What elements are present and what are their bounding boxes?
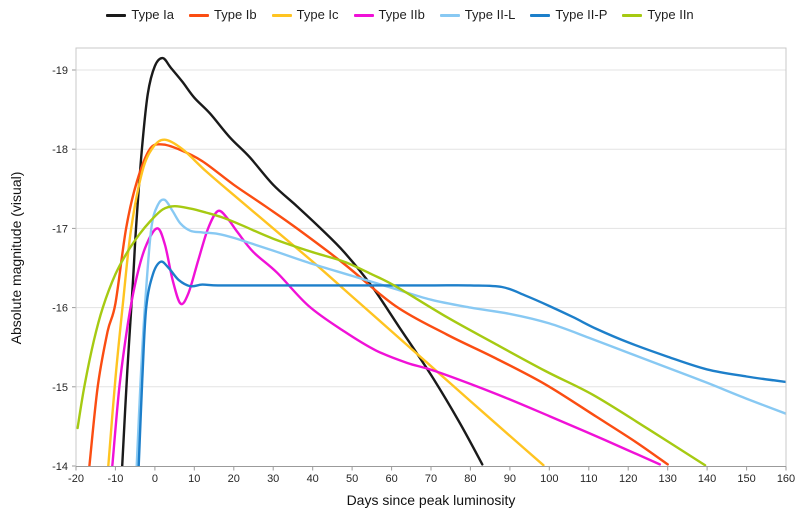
- x-axis-title: Days since peak luminosity: [346, 492, 516, 508]
- x-tick-label: 90: [504, 473, 516, 485]
- legend-swatch-icon: [353, 13, 374, 17]
- legend-swatch-icon: [106, 13, 127, 17]
- legend-item-type-ic: Type Ic: [271, 6, 339, 24]
- legend-label: Type IIb: [378, 7, 425, 22]
- legend-label: Type II-P: [555, 7, 608, 22]
- y-tick-label: -19: [52, 65, 68, 77]
- legend-item-type-ii-p: Type II-P: [530, 6, 607, 24]
- x-tick-label: 120: [619, 473, 637, 485]
- x-tick-label: 0: [152, 473, 158, 485]
- chart-legend: Type Ia Type Ib Type Ic Type IIb Type II-L Ty…: [0, 4, 800, 26]
- series-line-type-iin: [76, 204, 707, 467]
- x-tick-label: 140: [698, 473, 716, 485]
- y-tick-label: -14: [52, 461, 68, 473]
- y-tick-label: -16: [52, 303, 68, 315]
- series-line-type-ib: [88, 143, 669, 467]
- legend-swatch-icon: [622, 13, 643, 17]
- y-tick-label: -17: [52, 223, 68, 235]
- y-axis-title: Absolute magnitude (visual): [8, 171, 24, 345]
- series-line-type-ii-p: [137, 260, 786, 467]
- x-tick-label: 10: [188, 473, 200, 485]
- x-tick-label: 110: [580, 473, 598, 485]
- x-tick-label: 160: [777, 473, 795, 485]
- legend-swatch-icon: [188, 13, 209, 17]
- legend-swatch-icon: [439, 13, 460, 17]
- series-line-type-ia: [121, 56, 484, 467]
- legend-label: Type II-L: [464, 7, 516, 22]
- x-tick-label: 150: [737, 473, 755, 485]
- legend-label: Type IIn: [647, 7, 694, 22]
- x-tick-label: 80: [464, 473, 476, 485]
- legend-swatch-icon: [530, 13, 551, 17]
- legend-label: Type Ic: [296, 7, 339, 22]
- x-tick-label: -10: [107, 473, 123, 485]
- plot-border: [75, 47, 787, 467]
- legend-swatch-icon: [271, 13, 292, 17]
- x-tick-label: 50: [346, 473, 358, 485]
- series-line-type-ic: [107, 138, 545, 467]
- x-tick-label: 60: [385, 473, 397, 485]
- y-tick-label: -18: [52, 144, 68, 156]
- legend-label: Type Ia: [131, 7, 174, 22]
- series-line-type-ii-l: [135, 198, 786, 467]
- x-tick-label: 130: [659, 473, 677, 485]
- series-group: [76, 56, 786, 467]
- legend-item-type-iin: Type IIn: [622, 6, 694, 24]
- legend-item-type-ia: Type Ia: [106, 6, 174, 24]
- x-tick-label: -20: [68, 473, 84, 485]
- legend-label: Type Ib: [213, 7, 257, 22]
- legend-item-type-ii-l: Type II-L: [439, 6, 516, 24]
- series-line-type-iib: [111, 209, 661, 467]
- x-tick-label: 40: [307, 473, 319, 485]
- legend-item-type-ib: Type Ib: [188, 6, 257, 24]
- legend-item-type-iib: Type IIb: [353, 6, 425, 24]
- y-tick-label: -15: [52, 382, 68, 394]
- x-tick-label: 20: [228, 473, 240, 485]
- x-tick-label: 70: [425, 473, 437, 485]
- x-tick-label: 30: [267, 473, 279, 485]
- x-tick-label: 100: [540, 473, 558, 485]
